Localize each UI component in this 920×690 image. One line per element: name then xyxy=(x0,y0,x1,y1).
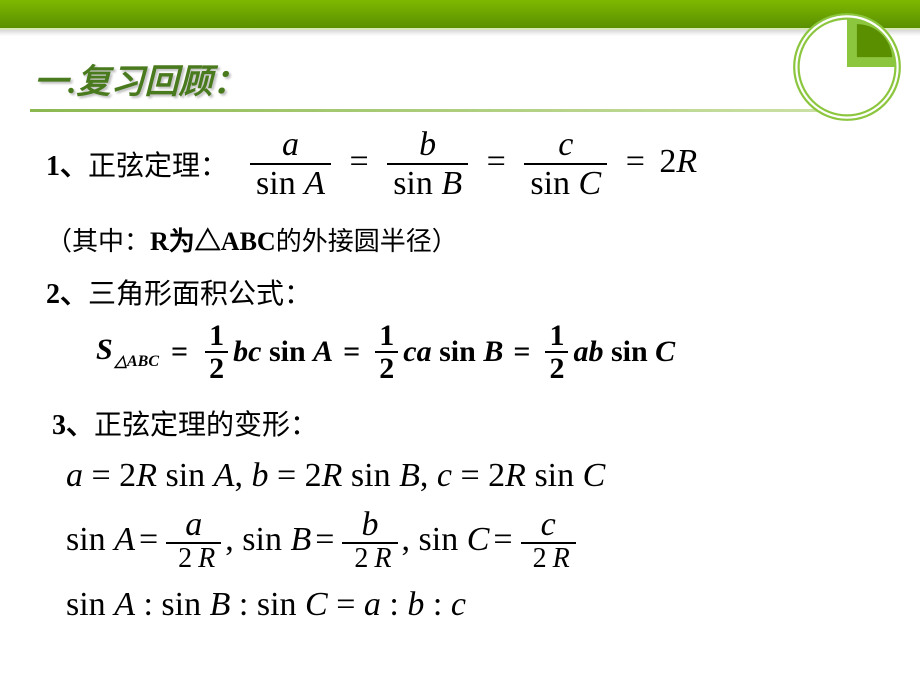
item-1-formula: asin A = bsin B = csin C = 2R xyxy=(246,126,697,203)
section-title: 一.复习回顾： xyxy=(0,36,920,109)
half-num: 1 xyxy=(375,320,398,352)
frac-den: sin C xyxy=(524,163,607,202)
half-den: 2 xyxy=(375,351,398,385)
item-3-label: 正弦定理的变形： xyxy=(94,403,318,443)
item-1-note: （其中：R为△ABC的外接圆半径） xyxy=(46,213,886,272)
half-num: 1 xyxy=(545,320,568,352)
item-3: 3、 正弦定理的变形： xyxy=(52,403,886,443)
note-open: （其中： xyxy=(46,227,150,256)
frac-num: c xyxy=(552,126,579,163)
note-rest: 的外接圆半径） xyxy=(276,227,458,256)
item-2-prefix: 2、 xyxy=(46,272,88,312)
area-lhs: S△ABC xyxy=(96,333,159,371)
note-bold: R为△ABC xyxy=(150,227,276,256)
variant-line-3: sin A : sin B : sin C = a : b : c xyxy=(66,586,886,624)
variant-line-2: sin A= a2R, sin B= b2R, sin C= c2R xyxy=(66,507,886,574)
item-3-prefix: 3、 xyxy=(52,403,94,443)
variant-line-1: a = 2R sin A, b = 2R sin B, c = 2R sin C xyxy=(66,457,886,495)
item-2: 2、 三角形面积公式： xyxy=(46,272,886,312)
content-area: 1、 正弦定理： asin A = bsin B = csin C = 2R （… xyxy=(0,126,920,624)
item-1-label: 正弦定理： xyxy=(88,144,228,184)
corner-logo xyxy=(792,12,902,122)
frac-den: sin B xyxy=(387,163,468,202)
frac-num: a xyxy=(276,126,305,163)
pie-icon xyxy=(792,12,902,122)
half-den: 2 xyxy=(545,351,568,385)
item-1-prefix: 1、 xyxy=(46,144,88,184)
item-2-formula: S△ABC = 12 bc sin A = 12 ca sin B = 12 a… xyxy=(46,316,886,397)
frac-den: sin A xyxy=(250,163,331,202)
title-underline xyxy=(30,109,850,112)
frac-num: b xyxy=(413,126,442,163)
item-3-variants: a = 2R sin A, b = 2R sin B, c = 2R sin C… xyxy=(46,447,886,624)
header-bar xyxy=(0,0,920,30)
item-2-label: 三角形面积公式： xyxy=(88,272,312,312)
item-1: 1、 正弦定理： asin A = bsin B = csin C = 2R xyxy=(46,126,886,203)
half-num: 1 xyxy=(205,320,228,352)
half-den: 2 xyxy=(205,351,228,385)
